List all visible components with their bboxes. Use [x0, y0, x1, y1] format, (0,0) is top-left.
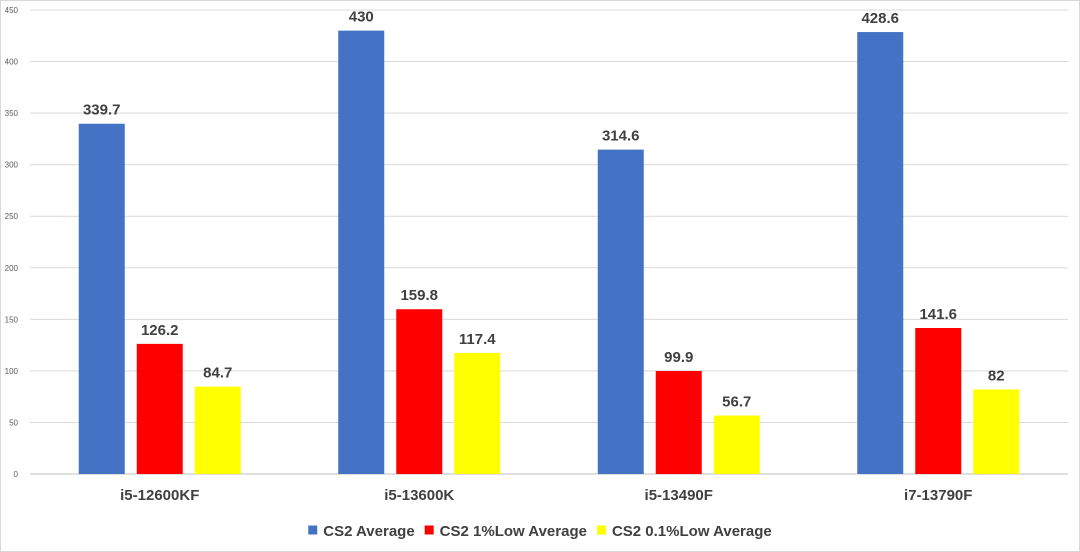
bar-cs2-1-low-average-i5-13600k [396, 309, 443, 474]
bar-cs2-0-1-low-average-i5-13600k [454, 352, 501, 474]
data-label: 314.6 [602, 128, 640, 145]
data-label: 117.4 [459, 331, 496, 348]
legend-label: CS2 1%Low Average [440, 523, 587, 540]
bar-cs2-1-low-average-i5-13490f [655, 370, 702, 474]
data-label: 82 [988, 367, 1005, 384]
data-label: 159.8 [400, 287, 438, 304]
watermark: 值 什么值得买 [954, 519, 1054, 539]
y-tick-label: 200 [5, 264, 19, 273]
y-tick-label: 450 [5, 6, 19, 15]
legend-label: CS2 0.1%Low Average [612, 523, 772, 540]
bar-cs2-average-i5-12600kf [78, 123, 125, 474]
category-label: i5-13490F [645, 487, 713, 504]
category-label: i7-13790F [904, 487, 972, 504]
data-label: 84.7 [203, 365, 232, 382]
y-tick-label: 150 [5, 315, 19, 324]
y-tick-label: 300 [5, 161, 19, 170]
y-tick-label: 400 [5, 58, 19, 67]
bar-cs2-1-low-average-i7-13790f [915, 327, 962, 474]
data-label: 430 [349, 9, 374, 26]
data-label: 56.7 [722, 394, 751, 411]
data-label: 339.7 [83, 102, 121, 119]
data-label: 99.9 [664, 349, 693, 366]
svg-text:值: 值 [959, 523, 970, 537]
bar-cs2-average-i5-13490f [597, 149, 644, 475]
data-label: 141.6 [919, 306, 957, 323]
bar-cs2-1-low-average-i5-12600kf [136, 343, 183, 474]
y-tick-label: 100 [5, 367, 19, 376]
legend: CS2 Average CS2 1%Low Average CS2 0.1%Low … [308, 523, 772, 540]
bar-cs2-0-1-low-average-i5-13490f [713, 415, 760, 474]
y-tick-label: 50 [9, 418, 18, 427]
smzdm-logo-icon: 值 [954, 519, 974, 539]
data-label: 126.2 [141, 322, 179, 339]
data-labels: 339.7 126.2 84.7 430 159.8 117.4 314.6 99.9 56.7… [83, 9, 1005, 411]
bar-cs2-0-1-low-average-i5-12600kf [194, 386, 241, 474]
y-tick-label: 0 [14, 470, 19, 479]
bar-cs2-0-1-low-average-i7-13790f [973, 389, 1020, 474]
legend-swatch [596, 525, 606, 535]
category-label: i5-12600KF [120, 487, 199, 504]
legend-swatch [424, 525, 434, 535]
bar-cs2-average-i5-13600k [338, 30, 385, 474]
watermark-text: 什么值得买 [979, 521, 1054, 539]
category-label: i5-13600K [384, 487, 454, 504]
y-tick-label: 250 [5, 212, 19, 221]
legend-swatch [308, 525, 318, 535]
legend-label: CS2 Average [323, 523, 414, 540]
y-axis-ticks: 0 50 100 150 200 250 300 350 400 450 [5, 6, 19, 479]
x-axis-categories: i5-12600KF i5-13600K i5-13490F i7-13790F [120, 487, 972, 504]
data-label: 428.6 [861, 10, 899, 27]
y-tick-label: 350 [5, 109, 19, 118]
bar-cs2-average-i7-13790f [857, 32, 904, 475]
bars [78, 30, 1020, 475]
